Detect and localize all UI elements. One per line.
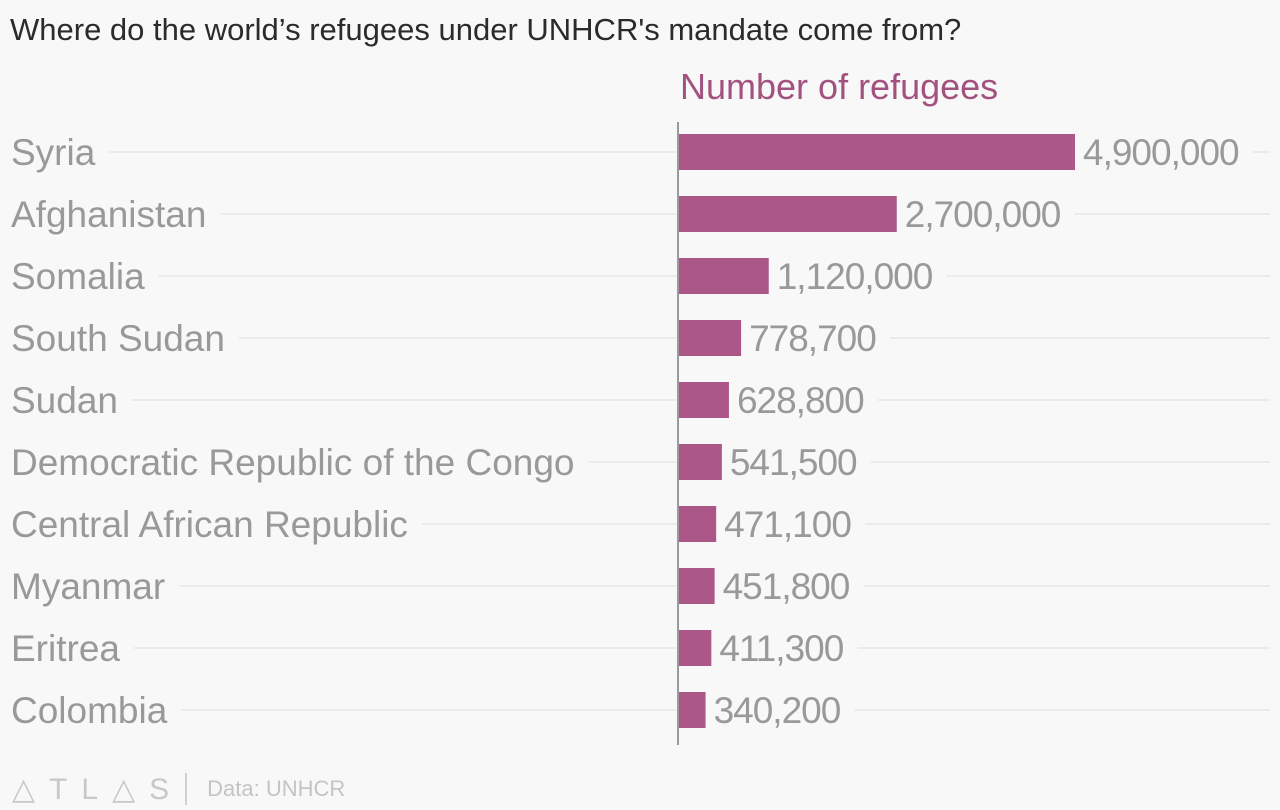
bar (678, 320, 742, 356)
bar (678, 444, 722, 480)
bar (678, 692, 706, 728)
category-label: South Sudan (11, 318, 225, 359)
category-label: Central African Republic (11, 504, 408, 545)
category-label: Sudan (11, 380, 118, 421)
value-label: 2,700,000 (905, 194, 1061, 235)
value-label: 411,300 (719, 628, 843, 669)
value-label: 778,700 (749, 318, 876, 359)
series-label: Number of refugees (680, 66, 999, 107)
category-label: Colombia (11, 690, 168, 731)
category-label: Syria (11, 132, 96, 173)
category-label: Afghanistan (11, 194, 206, 235)
value-label: 451,800 (723, 566, 850, 607)
category-label: Eritrea (11, 628, 120, 669)
bar (678, 258, 769, 294)
footer-divider (185, 773, 188, 805)
category-label: Democratic Republic of the Congo (11, 442, 575, 483)
source-note: Data: UNHCR (207, 776, 346, 801)
category-label: Myanmar (11, 566, 165, 607)
bar (678, 134, 1075, 170)
footer: △TL△S Data: UNHCR (12, 772, 345, 806)
value-label: 541,500 (730, 442, 857, 483)
value-label: 340,200 (714, 690, 841, 731)
bar (678, 382, 729, 418)
value-label: 1,120,000 (777, 256, 933, 297)
chart-title: Where do the world’s refugees under UNHC… (10, 12, 962, 47)
value-label: 471,100 (724, 504, 851, 545)
value-label: 628,800 (737, 380, 864, 421)
value-label: 4,900,000 (1083, 132, 1239, 173)
bar (678, 568, 715, 604)
category-label: Somalia (11, 256, 145, 297)
bar (678, 196, 897, 232)
bar (678, 506, 717, 542)
atlas-logo: △TL△S (12, 772, 184, 806)
bar (678, 630, 712, 666)
